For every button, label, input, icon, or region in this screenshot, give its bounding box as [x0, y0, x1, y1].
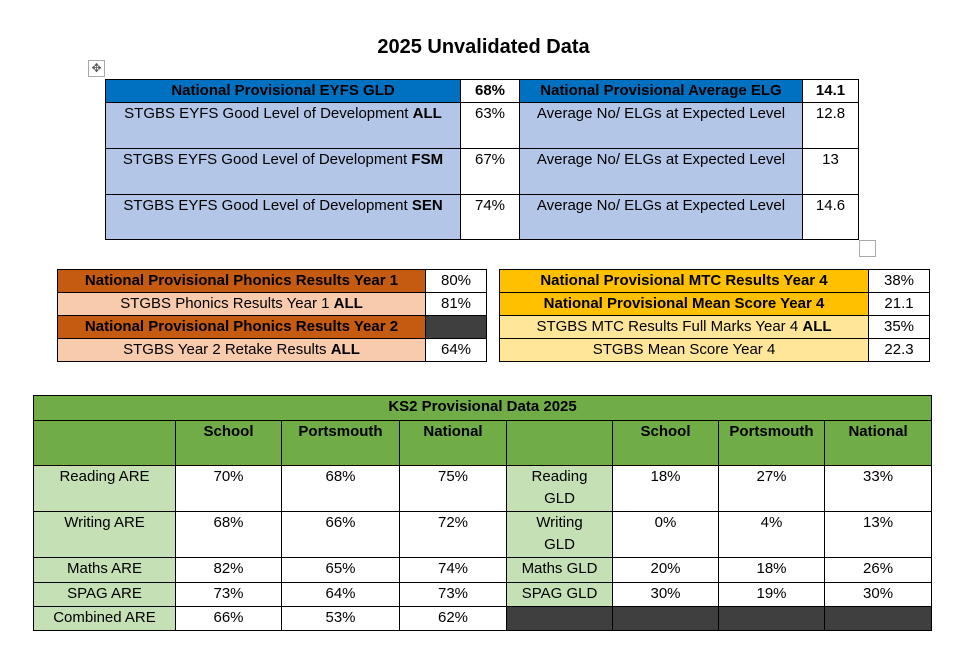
- ks2-empty-cell: [612, 606, 719, 631]
- ks2-cell: 68%: [175, 511, 282, 558]
- phonics-national-y1-label: National Provisional Phonics Results Yea…: [57, 269, 426, 293]
- eyfs-national-label: National Provisional EYFS GLD: [105, 79, 461, 103]
- ks2-cell: 13%: [823, 511, 933, 558]
- eyfs-row-value: 74%: [460, 194, 520, 240]
- eyfs-national-value: 68%: [460, 79, 520, 103]
- page-title: 2025 Unvalidated Data: [377, 36, 590, 58]
- ks2-header: Portsmouth: [718, 420, 825, 466]
- ks2-header-blank: [33, 420, 176, 466]
- ks2-cell: 27%: [718, 465, 825, 512]
- table-row: Combined ARE 66% 53% 62%: [33, 606, 933, 631]
- ks2-cell: 62%: [399, 606, 507, 631]
- elg-row-label: Average No/ ELGs at Expected Level: [519, 102, 803, 149]
- phonics-stgbs-y2-value: 64%: [425, 338, 487, 362]
- mtc-stgbs-value: 35%: [868, 315, 930, 339]
- eyfs-row-label: STGBS EYFS Good Level of Development ALL: [105, 102, 461, 149]
- ks2-cell: 73%: [175, 582, 282, 607]
- ks2-cell: 82%: [175, 557, 282, 583]
- ks2-cell: 4%: [718, 511, 825, 558]
- table-row: Writing ARE 68% 66% 72% Writing GLD 0% 4% 13…: [33, 511, 933, 558]
- elg-row-value: 14.6: [802, 194, 859, 240]
- ks2-cell: 18%: [612, 465, 719, 512]
- mtc-stgbs-mean-value: 22.3: [868, 338, 930, 362]
- phonics-national-y1-value: 80%: [425, 269, 487, 293]
- ks2-cell: 72%: [399, 511, 507, 558]
- ks2-cell: 53%: [281, 606, 400, 631]
- elg-row-value: 13: [802, 148, 859, 195]
- ks2-cell: 20%: [612, 557, 719, 583]
- elg-row-label: Average No/ ELGs at Expected Level: [519, 194, 803, 240]
- ks2-header: School: [612, 420, 719, 466]
- table-resize-handle[interactable]: [859, 240, 876, 257]
- mtc-national-label: National Provisional MTC Results Year 4: [499, 269, 869, 293]
- eyfs-row-value: 67%: [460, 148, 520, 195]
- ks2-header: National: [823, 420, 933, 466]
- ks2-cell: 30%: [612, 582, 719, 607]
- mtc-stgbs-mean-label: STGBS Mean Score Year 4: [499, 338, 869, 362]
- table-move-handle-icon[interactable]: ✥: [88, 60, 105, 77]
- ks2-are-label: Maths ARE: [33, 557, 176, 583]
- phonics-stgbs-y2-label: STGBS Year 2 Retake Results ALL: [57, 338, 426, 362]
- ks2-cell: 18%: [718, 557, 825, 583]
- ks2-header: National: [399, 420, 507, 466]
- ks2-empty-cell: [823, 606, 933, 631]
- ks2-are-label: Writing ARE: [33, 511, 176, 558]
- ks2-header-blank: [506, 420, 613, 466]
- phonics-table: National Provisional Phonics Results Yea…: [57, 269, 487, 362]
- elg-national-label: National Provisional Average ELG: [519, 79, 803, 103]
- ks2-cell: 73%: [399, 582, 507, 607]
- eyfs-row-label: STGBS EYFS Good Level of Development SEN: [105, 194, 461, 240]
- ks2-cell: 75%: [399, 465, 507, 512]
- ks2-cell: 30%: [823, 582, 933, 607]
- ks2-title: KS2 Provisional Data 2025: [32, 395, 933, 421]
- phonics-stgbs-y1-label: STGBS Phonics Results Year 1 ALL: [57, 292, 426, 316]
- ks2-gld-label: Maths GLD: [506, 557, 613, 583]
- ks2-cell: 66%: [281, 511, 400, 558]
- ks2-cell: 74%: [399, 557, 507, 583]
- ks2-cell: 68%: [281, 465, 400, 512]
- ks2-cell: 0%: [612, 511, 719, 558]
- phonics-national-y2-label: National Provisional Phonics Results Yea…: [57, 315, 426, 339]
- elg-row-label: Average No/ ELGs at Expected Level: [519, 148, 803, 195]
- ks2-gld-label: SPAG GLD: [506, 582, 613, 607]
- mtc-national-value: 38%: [868, 269, 930, 293]
- ks2-table: KS2 Provisional Data 2025 School Portsmo…: [32, 395, 933, 631]
- ks2-cell: 33%: [823, 465, 933, 512]
- ks2-cell: 65%: [281, 557, 400, 583]
- phonics-national-y2-value: [425, 315, 487, 339]
- table-row: Maths ARE 82% 65% 74% Maths GLD 20% 18% 26%: [33, 557, 933, 583]
- mtc-national-mean-label: National Provisional Mean Score Year 4: [499, 292, 869, 316]
- table-row: Reading ARE 70% 68% 75% Reading GLD 18% 27%…: [33, 465, 933, 512]
- ks2-cell: 70%: [175, 465, 282, 512]
- ks2-empty-cell: [718, 606, 825, 631]
- ks2-are-label: Combined ARE: [33, 606, 176, 631]
- ks2-gld-label: Writing GLD: [506, 511, 613, 558]
- ks2-cell: 66%: [175, 606, 282, 631]
- ks2-cell: 19%: [718, 582, 825, 607]
- ks2-header: Portsmouth: [281, 420, 400, 466]
- eyfs-row-value: 63%: [460, 102, 520, 149]
- mtc-national-mean-value: 21.1: [868, 292, 930, 316]
- ks2-empty-cell: [506, 606, 613, 631]
- phonics-stgbs-y1-value: 81%: [425, 292, 487, 316]
- ks2-gld-label: Reading GLD: [506, 465, 613, 512]
- ks2-cell: 26%: [823, 557, 933, 583]
- ks2-are-label: SPAG ARE: [33, 582, 176, 607]
- table-row: SPAG ARE 73% 64% 73% SPAG GLD 30% 19% 30%: [33, 582, 933, 607]
- ks2-cell: 64%: [281, 582, 400, 607]
- eyfs-table: National Provisional EYFS GLD 68% Nation…: [105, 79, 859, 240]
- mtc-stgbs-label: STGBS MTC Results Full Marks Year 4 ALL: [499, 315, 869, 339]
- ks2-are-label: Reading ARE: [33, 465, 176, 512]
- elg-national-value: 14.1: [802, 79, 859, 103]
- elg-row-value: 12.8: [802, 102, 859, 149]
- ks2-header: School: [175, 420, 282, 466]
- eyfs-row-label: STGBS EYFS Good Level of Development FSM: [105, 148, 461, 195]
